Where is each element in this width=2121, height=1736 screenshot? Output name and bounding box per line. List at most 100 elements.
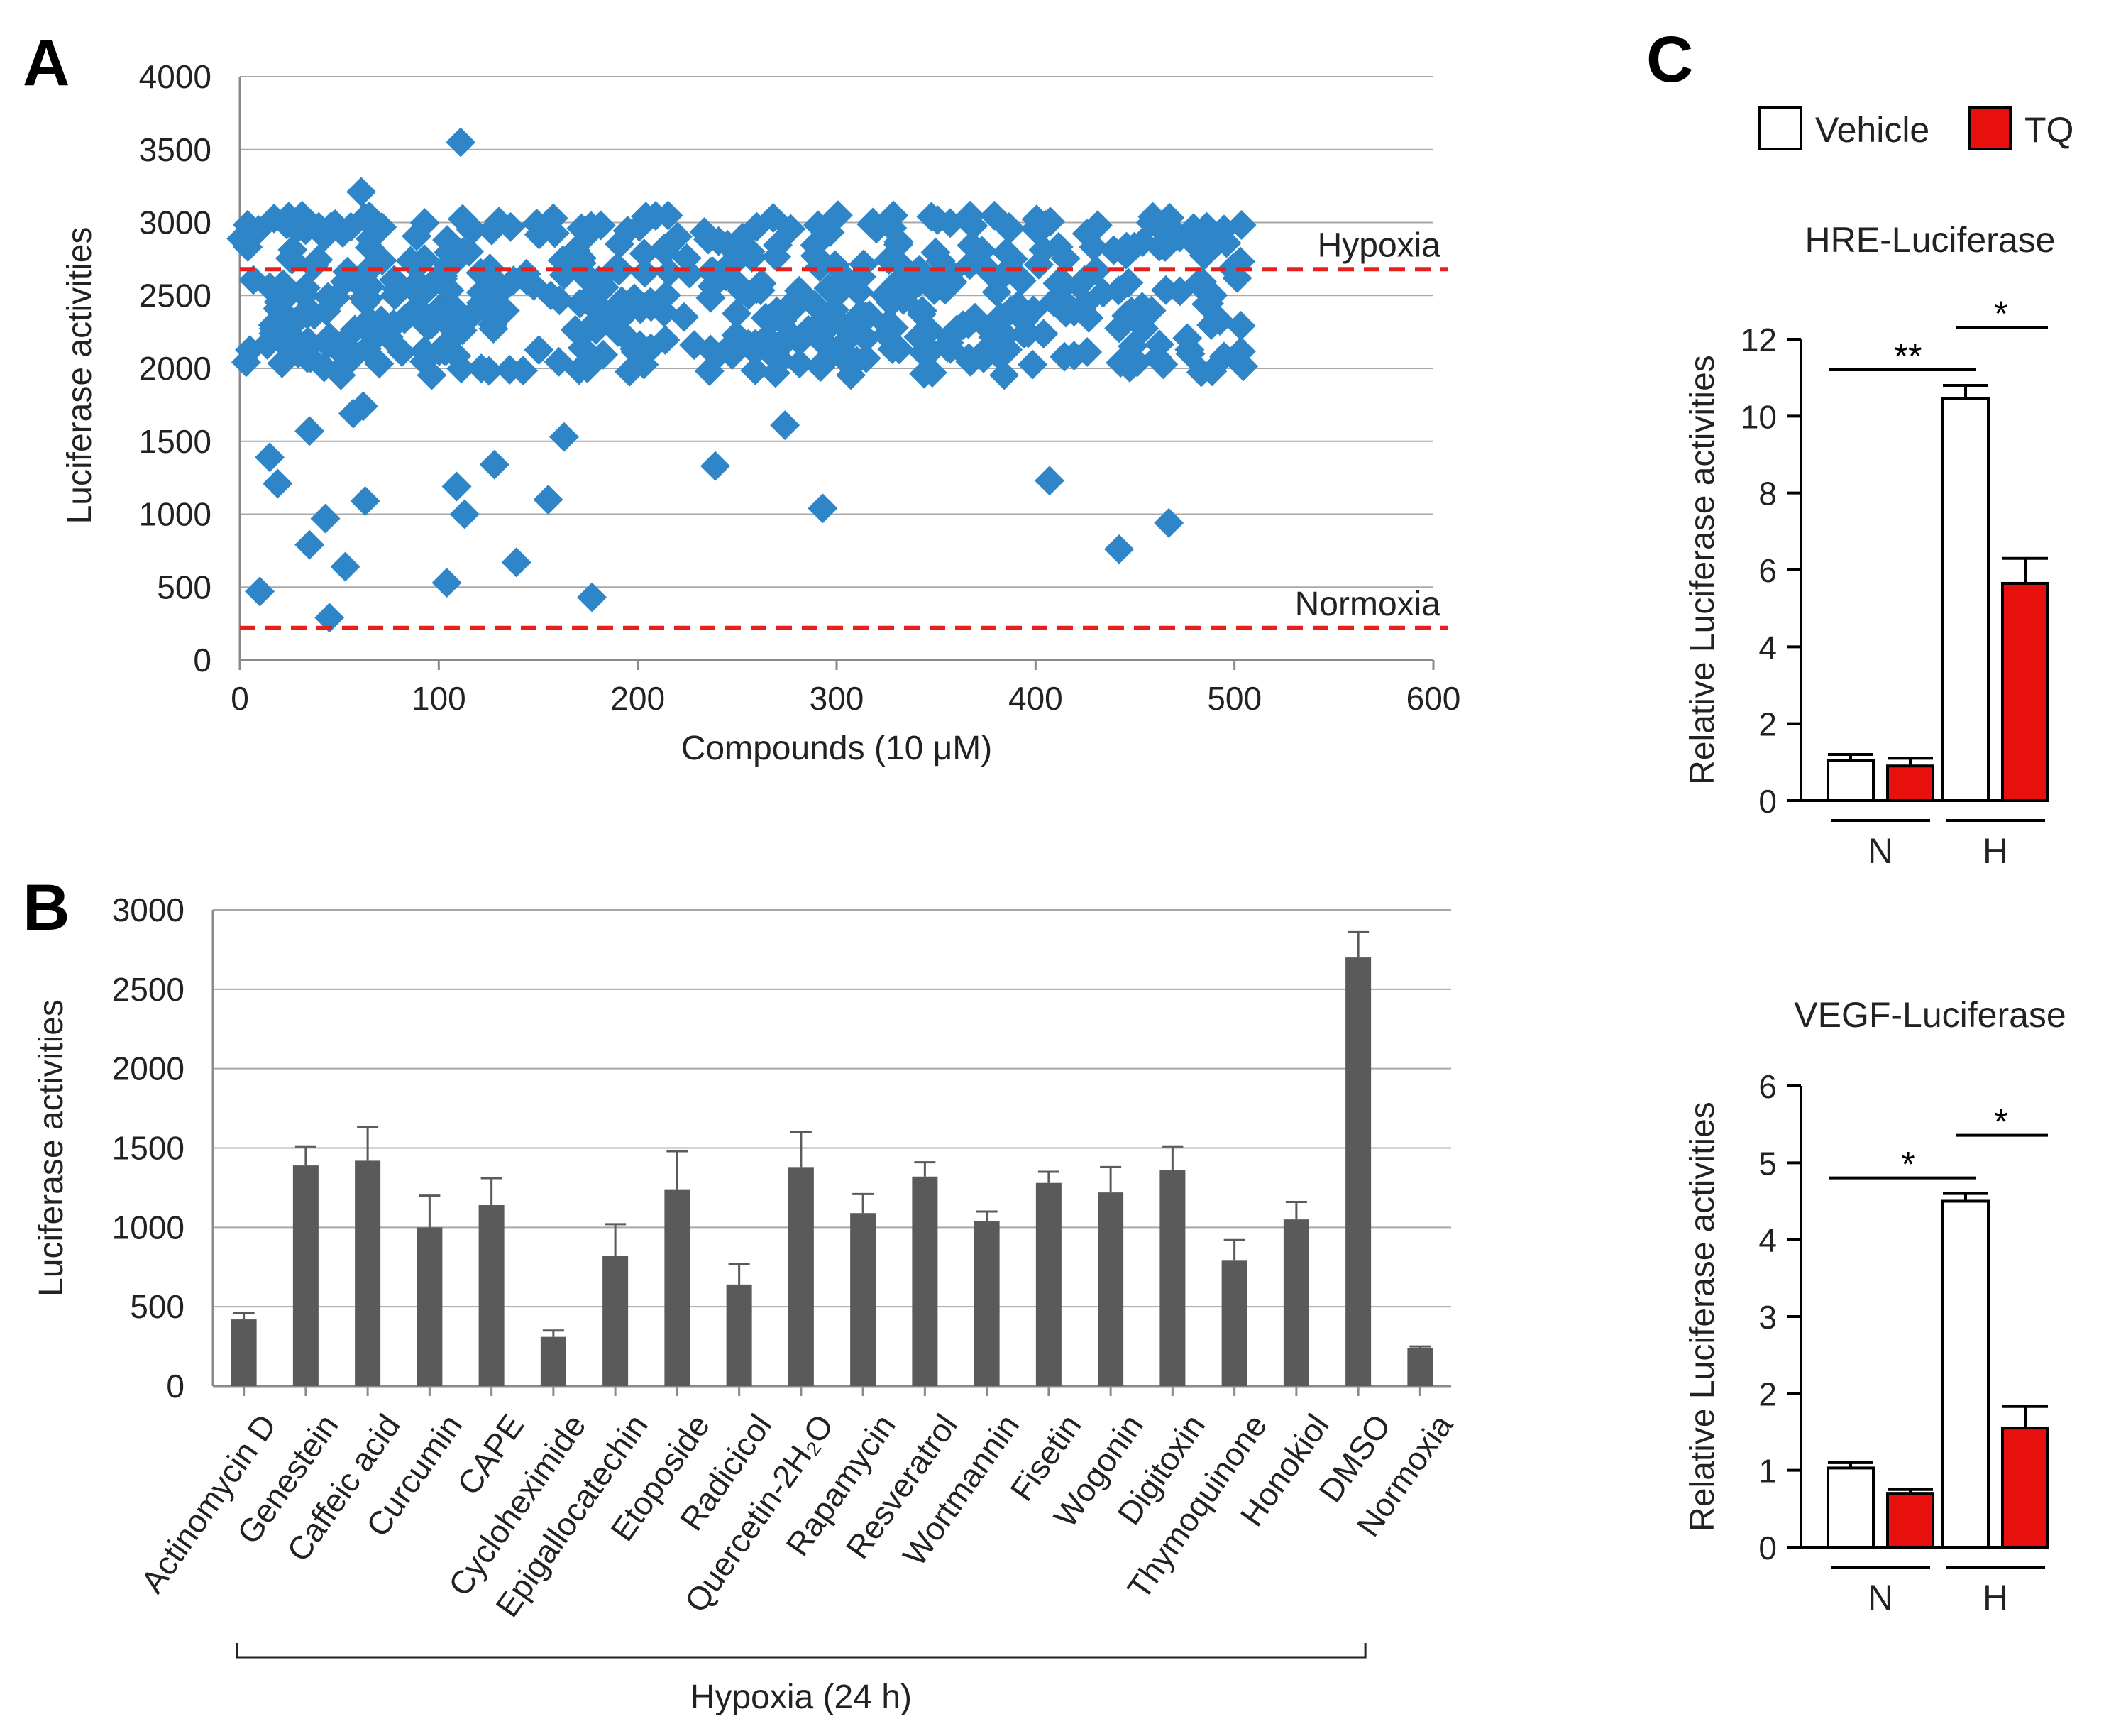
scatter-point-outlier xyxy=(314,603,345,633)
scatter-point xyxy=(698,256,728,287)
scatter-point xyxy=(330,350,360,380)
bar-b xyxy=(1407,1348,1433,1386)
scatter-point xyxy=(1074,302,1104,333)
x-tick-label-a: 100 xyxy=(412,680,466,717)
scatter-point xyxy=(602,300,633,330)
scatter-point xyxy=(1059,341,1089,371)
scatter-point xyxy=(883,226,914,257)
scatter-point xyxy=(580,314,611,345)
bar-c-tq xyxy=(2001,581,2049,802)
y-tick-label-a: 3500 xyxy=(139,131,211,168)
scatter-point xyxy=(309,217,339,248)
bar-b xyxy=(417,1227,443,1386)
scatter-point xyxy=(909,358,940,389)
scatter-point xyxy=(456,214,486,245)
scatter-point xyxy=(465,278,496,308)
y-tick-label-c: 1 xyxy=(1758,1453,1777,1490)
scatter-point-outlier xyxy=(441,471,472,502)
scatter-point xyxy=(1148,349,1179,380)
scatter-point xyxy=(851,323,881,353)
x-axis-title-a: Compounds (10 μM) xyxy=(681,730,993,767)
scatter-point xyxy=(277,235,308,265)
legend-label-tq: TQ xyxy=(2024,110,2073,150)
scatter-point xyxy=(861,214,892,244)
scatter-point xyxy=(380,280,410,311)
bar-c-vehicle xyxy=(1941,1199,1990,1549)
scatter-point xyxy=(1225,310,1256,341)
scatter-point-outlier xyxy=(501,547,531,578)
scatter-point xyxy=(292,332,322,363)
scatter-point xyxy=(722,298,752,329)
y-axis-title-a: Luciferase activities xyxy=(61,227,99,524)
scatter-point-outlier xyxy=(1154,507,1184,538)
y-tick-label-a: 1000 xyxy=(139,496,211,533)
scatter-point-outlier xyxy=(700,451,730,481)
scatter-point xyxy=(979,200,1010,231)
scatter-point xyxy=(916,202,947,232)
scatter-point xyxy=(674,258,705,289)
scatter-point-outlier xyxy=(577,582,607,612)
group-label-c: H xyxy=(1983,831,2008,871)
scatter-point xyxy=(1035,207,1065,237)
scatter-point xyxy=(735,236,766,267)
scatter-point xyxy=(985,341,1015,372)
scatter-point xyxy=(433,250,463,280)
group-label-c: H xyxy=(1983,1578,2008,1617)
scatter-point xyxy=(402,221,432,251)
bar-b xyxy=(1345,957,1372,1386)
scatter-point-outlier xyxy=(294,416,325,446)
scatter-point xyxy=(809,347,839,378)
scatter-point-outlier xyxy=(310,503,341,534)
scatter-point xyxy=(629,238,659,269)
panel-label-a: A xyxy=(23,27,70,99)
scatter-point xyxy=(800,290,830,320)
scatter-point-outlier xyxy=(549,422,579,452)
bar-c-vehicle xyxy=(1941,397,1990,802)
bar-b xyxy=(231,1319,257,1386)
bar-chart-c-vegf: VEGF-Luciferase 0 1 2 3 4 5 6 Relative Luciferas… xyxy=(1684,995,2066,1617)
bar-b xyxy=(540,1336,566,1386)
y-tick-label-a: 2000 xyxy=(139,350,211,387)
scatter-point xyxy=(733,280,764,310)
y-axis-title-c: Relative Luciferase activities xyxy=(1684,1102,1721,1532)
scatter-point-outlier xyxy=(449,499,480,529)
scatter-point xyxy=(718,328,749,358)
scatter-point xyxy=(871,319,901,350)
group-label-c: N xyxy=(1868,831,1893,871)
y-tick-label-a: 500 xyxy=(157,568,211,605)
scatter-point xyxy=(878,200,909,231)
scatter-point xyxy=(629,258,660,288)
scatter-point-outlier xyxy=(294,529,325,560)
y-tick-label-c: 0 xyxy=(1758,783,1777,820)
bar-b xyxy=(478,1205,505,1386)
scatter-point xyxy=(785,324,815,354)
bar-b xyxy=(974,1221,1000,1386)
bar-b xyxy=(726,1284,752,1386)
scatter-point xyxy=(742,211,772,242)
scatter-point xyxy=(653,200,683,231)
scatter-point-outlier xyxy=(1034,466,1064,496)
scatter-point xyxy=(1018,295,1049,326)
scatter-point xyxy=(355,271,385,302)
scatter-point-outlier xyxy=(533,484,563,515)
scatter-point xyxy=(1018,349,1048,380)
scatter-point xyxy=(959,302,990,333)
bar-b xyxy=(850,1213,876,1386)
legend-label-vehicle: Vehicle xyxy=(1815,110,1929,150)
bar-b xyxy=(602,1256,629,1386)
scatter-point xyxy=(650,324,681,355)
y-tick-label-c: 10 xyxy=(1741,398,1777,435)
scatter-point xyxy=(989,259,1020,290)
scatter-point-outlier xyxy=(263,468,293,499)
scatter-point xyxy=(605,229,635,259)
scatter-point xyxy=(654,257,685,287)
scatter-point xyxy=(776,214,806,244)
scatter-point xyxy=(784,348,815,379)
bar-b xyxy=(292,1165,319,1386)
scatter-point xyxy=(903,322,934,352)
bar-b xyxy=(355,1160,381,1386)
scatter-point xyxy=(1043,231,1074,262)
scatter-point xyxy=(810,214,841,245)
scatter-point xyxy=(913,268,944,299)
y-tick-label-a: 0 xyxy=(193,642,211,679)
